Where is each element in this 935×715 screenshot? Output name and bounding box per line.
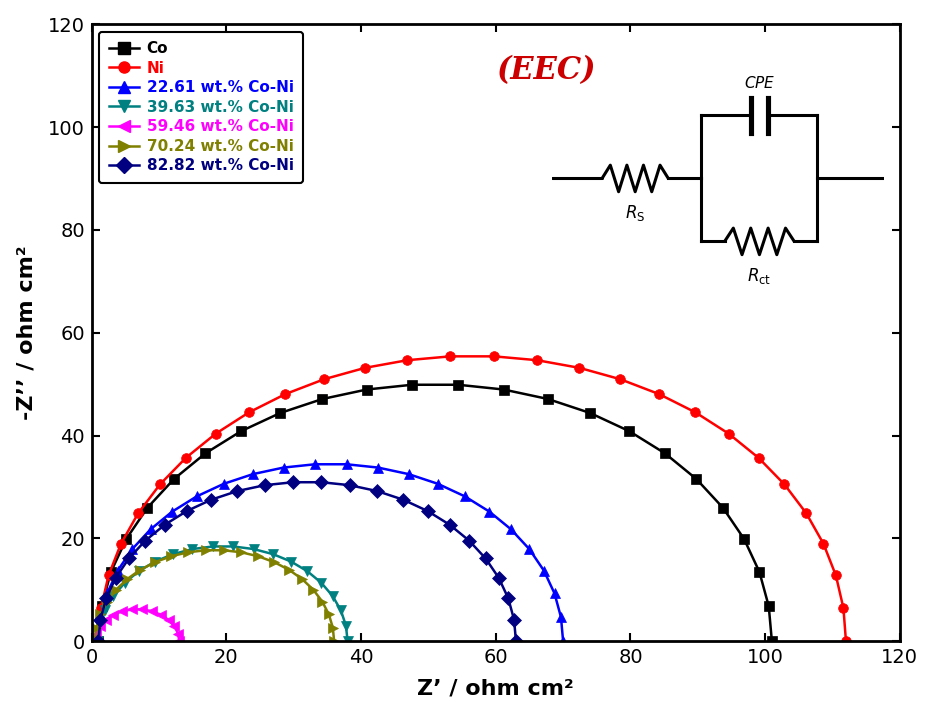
Y-axis label: -Z’’ / ohm cm²: -Z’’ / ohm cm²: [17, 245, 36, 420]
Legend: Co, Ni, 22.61 wt.% Co-Ni, 39.63 wt.% Co-Ni, 59.46 wt.% Co-Ni, 70.24 wt.% Co-Ni, : Co, Ni, 22.61 wt.% Co-Ni, 39.63 wt.% Co-…: [99, 31, 303, 182]
Text: (EEC): (EEC): [496, 55, 596, 86]
X-axis label: Z’ / ohm cm²: Z’ / ohm cm²: [417, 679, 574, 699]
